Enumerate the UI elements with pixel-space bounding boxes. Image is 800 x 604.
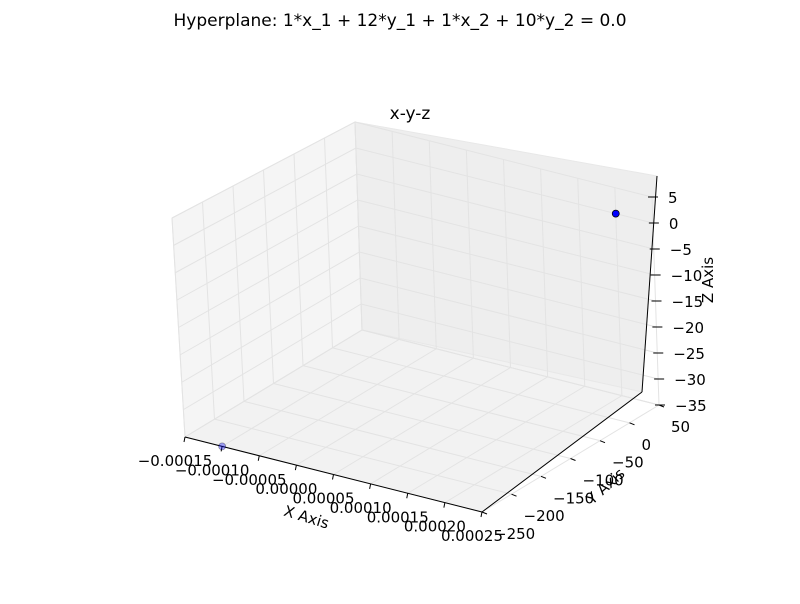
z-gridline [173, 147, 653, 246]
z-tick-label: −15 [672, 293, 704, 311]
y-tick-label: 0 [642, 436, 652, 454]
z-tick-label: −5 [670, 241, 692, 259]
z-gridline [181, 277, 658, 383]
x-tick-mark [480, 511, 483, 518]
z-gridline [179, 251, 657, 356]
tick-labels: −0.00015−0.00010−0.000050.000000.000050.… [138, 189, 707, 545]
x-tick-label: −0.00010 [175, 461, 250, 479]
y-axis-line [481, 391, 643, 513]
y-tick-label: −50 [612, 454, 644, 472]
y-tick-label: 50 [671, 418, 690, 436]
x-tick-mark [369, 483, 372, 489]
z-tick-label: −20 [672, 319, 704, 337]
tick-marks [183, 196, 665, 518]
y-tick-mark [570, 458, 576, 461]
figure-suptitle: Hyperplane: 1*x_1 + 12*y_1 + 1*x_2 + 10*… [173, 11, 626, 31]
x-tick-mark [332, 474, 334, 480]
z-gridline [175, 173, 654, 274]
x-tick-mark [443, 502, 446, 508]
x-tick-label: 0.00005 [292, 490, 354, 508]
y-tick-label: −250 [494, 525, 535, 543]
y-tick-mark [540, 475, 547, 479]
y-tick-mark [481, 511, 488, 515]
x-tick-mark [220, 446, 223, 452]
y-tick-label: −200 [524, 507, 565, 525]
z-axis-line [641, 175, 658, 393]
scatter-point [218, 442, 227, 451]
z-gridline [183, 303, 659, 411]
y-tick-mark [511, 493, 517, 497]
z-gridline [176, 199, 655, 301]
x-tick-mark [183, 436, 186, 443]
x-tick-label: −0.00015 [138, 452, 213, 470]
x-tick-mark [294, 465, 297, 471]
z-tick-label: 5 [668, 189, 678, 207]
x-tick-label: −0.00005 [212, 471, 287, 489]
z-axis-label: Z Axis [699, 257, 717, 303]
y-tick-label: −100 [583, 472, 624, 490]
z-gridline [178, 225, 656, 328]
x-tick-label: 0.00010 [330, 499, 392, 517]
y-tick-label: −150 [553, 489, 594, 507]
y-tick-mark [629, 422, 635, 426]
grid-lines [171, 121, 660, 513]
scatter-points [218, 209, 620, 451]
z-tick-label: −25 [673, 345, 705, 363]
z-tick-label: 0 [669, 215, 679, 233]
z-tick-label: −35 [675, 397, 707, 415]
x-tick-label: 0.00000 [255, 480, 317, 498]
axes-title: x-y-z [390, 104, 431, 124]
x-tick-label: 0.00025 [441, 527, 503, 545]
x-tick-mark [406, 493, 409, 499]
z-tick-label: −30 [674, 371, 706, 389]
z-tick-label: −10 [671, 267, 703, 285]
x-tick-mark [257, 455, 260, 461]
y-tick-mark [599, 440, 606, 444]
x-tick-label: 0.00020 [404, 518, 466, 536]
z-gridline [184, 329, 660, 438]
z-gridline [171, 121, 653, 219]
x-tick-label: 0.00015 [367, 508, 429, 526]
scatter-point [611, 209, 620, 218]
